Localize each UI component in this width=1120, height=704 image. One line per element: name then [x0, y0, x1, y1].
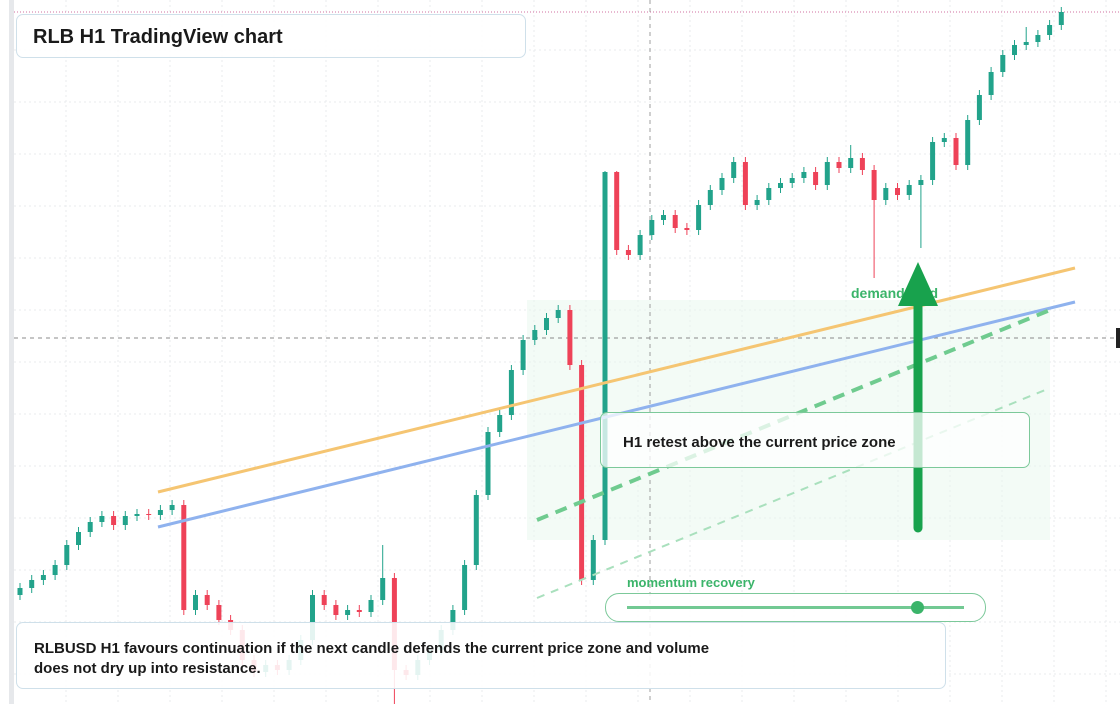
candle-body	[345, 610, 351, 615]
arrow-head	[898, 262, 938, 306]
candle-body	[754, 200, 760, 205]
candle-body	[204, 595, 210, 605]
candle-body	[661, 215, 666, 220]
candle-body	[883, 188, 889, 200]
candle-body	[918, 180, 924, 185]
candle-body	[64, 545, 70, 565]
candle-body	[625, 250, 631, 255]
candle-body	[1047, 25, 1053, 35]
dashed-line	[536, 308, 1051, 522]
candle-body	[380, 578, 386, 600]
candle-body	[17, 588, 23, 595]
candle-body	[859, 158, 865, 170]
candle-body	[310, 595, 315, 640]
candle-body	[532, 330, 538, 340]
candle-body	[649, 220, 655, 235]
candle-body	[216, 605, 222, 620]
candle-body	[836, 162, 842, 168]
candle-body	[40, 575, 46, 580]
candle-body	[1058, 12, 1064, 25]
candle-body	[801, 172, 807, 178]
candle-body	[544, 318, 549, 330]
candle-body	[778, 183, 783, 188]
annotation-box: H1 retest above the current price zone	[600, 412, 1030, 468]
candle-body	[52, 565, 58, 575]
candle-body	[29, 580, 35, 588]
candle-body	[169, 505, 175, 510]
candle-body	[122, 516, 128, 525]
candle-body	[111, 516, 117, 525]
candle-body	[719, 178, 725, 190]
candle-body	[99, 516, 105, 522]
candle-body	[193, 595, 198, 610]
candle-body	[76, 532, 81, 545]
slider[interactable]	[605, 593, 986, 622]
candle-body	[321, 595, 327, 605]
candle-body	[1035, 35, 1041, 42]
candle-body	[450, 610, 456, 630]
candle-body	[953, 138, 959, 165]
candle-body	[579, 365, 585, 580]
candle-body	[333, 605, 339, 615]
dashed-line	[536, 387, 1051, 599]
candle-body	[742, 162, 748, 205]
note: RLBUSD H1 favours continuation if the ne…	[34, 640, 710, 677]
slider-label: momentum recovery	[627, 575, 755, 590]
candle-body	[789, 178, 795, 183]
candle-body	[567, 310, 573, 365]
candle-body	[895, 188, 900, 195]
candle-body	[813, 172, 819, 185]
candle-body	[965, 120, 971, 165]
candle-body	[146, 514, 152, 515]
candle-body	[356, 610, 362, 612]
candle-body	[614, 172, 620, 250]
candle-body	[1000, 55, 1006, 72]
price-tag	[1116, 328, 1120, 348]
left-border	[9, 0, 14, 704]
title: RLB H1 TradingView chart	[33, 26, 283, 48]
candle-body	[508, 370, 514, 415]
candle-body	[988, 72, 994, 95]
title-box: RLB H1 TradingView chart	[16, 14, 526, 58]
slider-track	[627, 606, 964, 609]
candle-body	[134, 514, 140, 516]
candle-body	[1023, 42, 1029, 45]
candle-body	[497, 415, 503, 432]
candle-body	[766, 188, 772, 200]
candle-body	[485, 432, 491, 495]
candle-body	[848, 158, 854, 168]
candle-body	[1012, 45, 1017, 55]
candle-body	[906, 185, 912, 195]
candle-body	[696, 205, 702, 230]
candle-body	[731, 162, 737, 178]
candle-body	[637, 235, 643, 255]
note-box: RLBUSD H1 favours continuation if the ne…	[16, 622, 946, 689]
annotation: H1 retest above the current price zone	[623, 434, 896, 451]
candle-body	[368, 600, 374, 612]
candle-body	[87, 522, 93, 532]
candle-body	[181, 505, 187, 610]
candle-body	[871, 170, 877, 200]
candle-body	[520, 340, 526, 370]
slider-thumb[interactable]	[911, 601, 924, 614]
candle-body	[941, 138, 947, 142]
candle-body	[590, 540, 596, 580]
candle-body	[684, 228, 690, 230]
candle-body	[707, 190, 713, 205]
candle-body	[824, 162, 830, 185]
candle-body	[157, 510, 163, 515]
candle-body	[555, 310, 561, 318]
candle-body	[976, 95, 982, 120]
candle-body	[930, 142, 936, 180]
candle-body	[473, 495, 479, 565]
candle-body	[672, 215, 678, 228]
candle-body	[462, 565, 468, 610]
candle-body	[602, 172, 608, 540]
